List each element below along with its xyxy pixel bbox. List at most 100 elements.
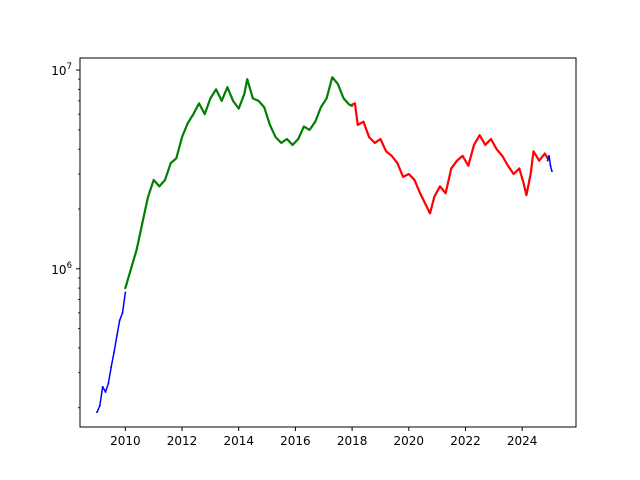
series-2-point-22 — [467, 164, 470, 167]
series-1-point-27 — [274, 136, 277, 138]
series-1-point-23 — [251, 97, 254, 100]
series-1-point-26 — [269, 123, 271, 126]
series-2-point-35 — [532, 150, 535, 153]
series-1-point-19 — [232, 99, 234, 102]
series-0-point-3 — [104, 391, 107, 393]
series-1-point-9 — [175, 157, 178, 160]
series-1-point-35 — [320, 106, 322, 109]
series-2-point-34 — [529, 173, 532, 175]
series-1-point-17 — [220, 99, 223, 102]
series-1-point-36 — [325, 97, 328, 100]
series-2-point-14 — [424, 203, 427, 206]
series-1-point-29 — [286, 138, 288, 140]
y-tick-label-1: 107 — [51, 62, 72, 78]
series-1-point-33 — [308, 128, 311, 131]
series-0-point-7 — [115, 334, 118, 337]
series-1-point-40 — [348, 103, 351, 106]
series-2-point-2 — [356, 123, 359, 126]
y-tick-label-base: 10 — [51, 263, 66, 277]
series-2-point-15 — [429, 212, 431, 215]
series-2-point-36 — [538, 159, 541, 162]
series-1-point-12 — [192, 113, 195, 116]
x-tick-label-3: 2016 — [280, 434, 311, 448]
series-1-point-15 — [209, 97, 212, 100]
series-1-point-28 — [280, 142, 283, 144]
series-0-point-0 — [96, 411, 98, 414]
x-axis: 2010 2012 2014 2016 2018 2020 2022 2024 — [110, 427, 537, 448]
series-2-point-27 — [495, 148, 498, 151]
series-1-point-25 — [263, 106, 266, 109]
series-2-point-19 — [450, 167, 453, 170]
series-1-point-38 — [337, 83, 339, 85]
series-1-point-8 — [169, 162, 172, 165]
series-2-point-6 — [379, 138, 382, 140]
x-tick-label-6: 2022 — [450, 434, 481, 448]
series-3-point-1 — [548, 154, 550, 157]
y-tick-label-exponent: 7 — [67, 62, 72, 72]
series-2-point-28 — [501, 154, 504, 157]
series-1-point-6 — [158, 185, 161, 188]
series-1-point-30 — [291, 144, 294, 146]
series-2-point-5 — [373, 142, 376, 144]
series-2-point-7 — [385, 150, 387, 153]
series-2-point-11 — [407, 173, 410, 175]
series-1-point-20 — [237, 107, 240, 110]
x-tick-label-2: 2014 — [223, 434, 254, 448]
series-2-point-9 — [396, 162, 399, 165]
series-2-point-13 — [419, 192, 422, 195]
series-3-line — [546, 155, 553, 172]
series-1-point-34 — [314, 120, 317, 123]
y-tick-label-0: 106 — [51, 261, 72, 277]
y-tick-label-exponent: 6 — [67, 261, 72, 271]
series-2-point-23 — [473, 144, 475, 146]
y-tick-label-base: 10 — [51, 64, 66, 78]
series-0-point-5 — [110, 366, 113, 369]
series-1-point-24 — [257, 99, 260, 102]
x-tick-label-7: 2024 — [507, 434, 538, 448]
series-2-point-31 — [518, 167, 521, 170]
series-2-point-37 — [543, 152, 546, 155]
series-3 — [546, 154, 553, 173]
series-2-point-0 — [351, 103, 353, 106]
series-2-point-17 — [439, 185, 441, 188]
series-3-point-0 — [546, 159, 549, 162]
series-1-point-13 — [198, 102, 200, 105]
series-1-point-5 — [152, 179, 155, 181]
series-2 — [350, 102, 549, 215]
series-2-point-26 — [490, 138, 492, 140]
series-0-point-8 — [118, 319, 121, 322]
series-1-point-22 — [246, 78, 249, 81]
series-2-point-18 — [444, 192, 447, 195]
series-1-line — [124, 76, 354, 290]
series-2-point-4 — [368, 136, 370, 138]
series-1-point-37 — [331, 76, 334, 79]
series-1-point-1 — [130, 267, 132, 270]
series-1-point-14 — [203, 113, 206, 116]
plot-frame — [79, 57, 577, 428]
series-3-point-3 — [551, 170, 553, 173]
series-1-point-21 — [243, 92, 246, 95]
series-2-point-21 — [461, 154, 464, 157]
series-2-point-24 — [478, 134, 481, 137]
series-1-point-16 — [215, 88, 217, 91]
x-tick-label-0: 2010 — [110, 434, 141, 448]
series-1-point-0 — [124, 287, 127, 289]
x-tick-label-5: 2020 — [394, 434, 425, 448]
series-1-point-4 — [147, 196, 149, 198]
series-1-point-31 — [297, 138, 300, 140]
series-2-point-29 — [507, 164, 509, 167]
series-layer — [96, 76, 553, 414]
x-tick-label-1: 2012 — [167, 434, 198, 448]
series-1-point-18 — [226, 86, 229, 89]
series-1-point-3 — [141, 222, 144, 224]
series-2-point-1 — [354, 102, 356, 105]
series-1-point-32 — [303, 125, 305, 128]
x-tick-label-4: 2018 — [337, 434, 368, 448]
series-1 — [124, 76, 354, 290]
series-1-point-2 — [135, 248, 138, 251]
series-0-point-10 — [124, 291, 127, 294]
series-2-point-20 — [456, 159, 458, 162]
